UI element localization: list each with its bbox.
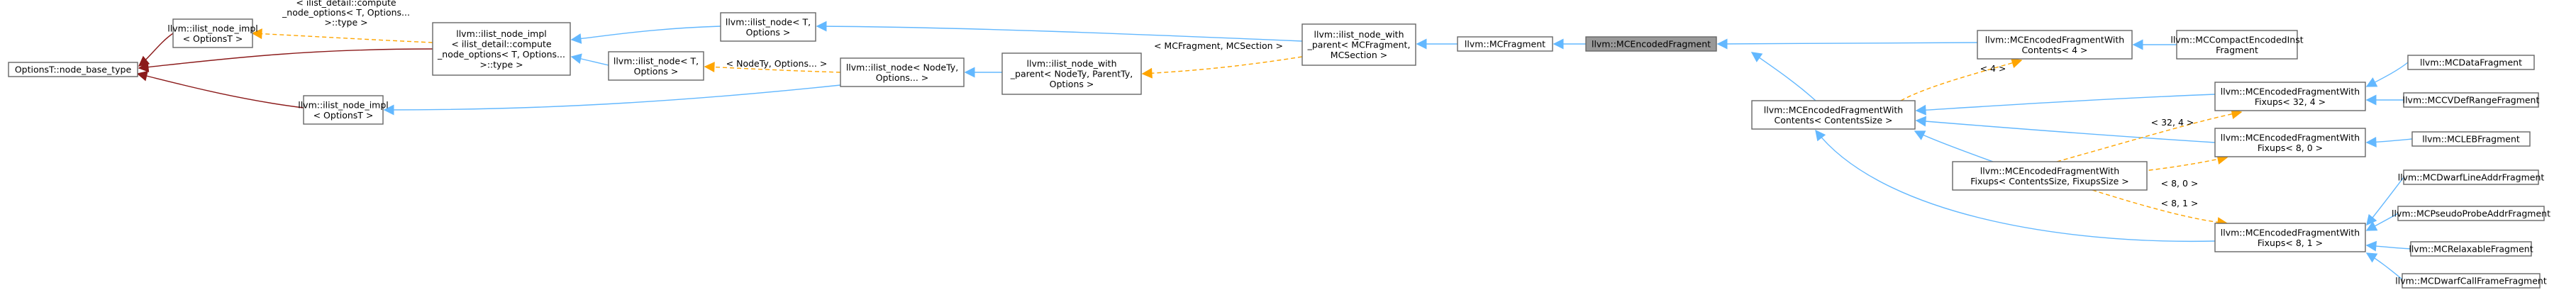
edge-label-size-4: < 4 > xyxy=(1980,63,2006,74)
class-node-mcencodedfragmentwithfixups-8-1[interactable]: llvm::MCEncodedFragmentWith Fixups< 8, 1 … xyxy=(2214,223,2366,252)
class-node-ilist-node-nodety-options[interactable]: llvm::ilist_node< NodeTy, Options... > xyxy=(840,57,965,87)
class-node-ilist-node-impl-optionsT-b[interactable]: llvm::ilist_node_impl < OptionsT > xyxy=(298,95,389,125)
class-node-label: llvm::ilist_node_with _parent< NodeTy, Pa… xyxy=(1010,58,1133,89)
edge-label-mcfragment-mcsection: < MCFragment, MCSection > xyxy=(1154,40,1283,51)
edge-leb-to-fixups80 xyxy=(2367,139,2413,143)
edge-label-compute-type: < ilist_detail::compute _node_options< T,… xyxy=(282,0,410,28)
edge-with-parent-mcfragment-to-ilist-node xyxy=(817,26,1303,42)
class-node-label: llvm::MCEncodedFragment xyxy=(1592,39,1711,50)
class-node-mccvdefrangefragment[interactable]: llvm::MCCVDefRangeFragment xyxy=(2403,92,2540,108)
edge-labels-layer: < ilist_detail::compute _node_options< T,… xyxy=(282,0,2198,208)
class-node-label: llvm::MCCompactEncodedInst Fragment xyxy=(2170,34,2303,55)
class-node-label: llvm::MCDwarfLineAddrFragment xyxy=(2398,172,2545,183)
class-node-label: llvm::MCEncodedFragmentWith Fixups< 8, 0 … xyxy=(2221,132,2360,153)
edge-contents4-to-mcencoded xyxy=(1718,43,1978,44)
class-node-label: llvm::ilist_node< T, Options > xyxy=(614,55,699,77)
class-node-optionsT-node-base-type[interactable]: OptionsT::node_base_type xyxy=(8,62,138,77)
class-node-label: llvm::MCDataFragment xyxy=(2420,57,2522,68)
class-node-label: llvm::MCFragment xyxy=(1465,39,1545,50)
edge-label-size-8-0: < 8, 0 > xyxy=(2161,178,2199,189)
class-node-mcencodedfragmentwithcontents-4[interactable]: llvm::MCEncodedFragmentWith Contents< 4 > xyxy=(1977,30,2133,60)
nodes-layer: OptionsT::node_base_typellvm::ilist_node… xyxy=(8,12,2550,289)
class-node-label: llvm::ilist_node< NodeTy, Options... > xyxy=(846,62,958,83)
edge-ilist-node-T-top-to-impl xyxy=(572,26,721,40)
class-node-mcfragment[interactable]: llvm::MCFragment xyxy=(1457,36,1553,52)
edge-ilist-node-T-mid-to-impl xyxy=(572,57,609,66)
class-node-mcencodedfragmentwithfixups-8-0[interactable]: llvm::MCEncodedFragmentWith Fixups< 8, 0 … xyxy=(2214,128,2366,157)
edge-contents-generic-to-mcencoded xyxy=(1752,52,1816,101)
class-node-ilist-node-with-parent-mcfragment[interactable]: llvm::ilist_node_with _parent< MCFragment… xyxy=(1301,23,1416,66)
edge-ilist-node-impl-b-to-base xyxy=(138,74,304,108)
edge-data-to-fixups32 xyxy=(2367,62,2409,87)
class-node-label: llvm::MCEncodedFragmentWith Contents< Con… xyxy=(1764,104,1903,126)
edge-fixups32-to-contents xyxy=(1916,94,2216,111)
class-node-label: llvm::MCEncodedFragmentWith Fixups< 32, 4… xyxy=(2221,86,2360,107)
edge-fixups-generic-to-contents xyxy=(1915,131,1994,162)
class-node-label: llvm::MCCVDefRangeFragment xyxy=(2403,95,2540,106)
edge-label-size-8-1: < 8, 1 > xyxy=(2161,198,2199,208)
class-node-label: llvm::ilist_node_impl < ilist_detail::com… xyxy=(437,28,565,70)
class-node-mcdwarflineaddrfragment[interactable]: llvm::MCDwarfLineAddrFragment xyxy=(2398,169,2545,185)
class-node-label: llvm::MCEncodedFragmentWith Contents< 4 > xyxy=(1985,34,2124,55)
edge-relaxable-to-fixups81 xyxy=(2367,245,2411,249)
class-node-label: llvm::MCRelaxableFragment xyxy=(2409,244,2533,255)
edge-ilist-node-nodety-to-impl-b xyxy=(384,84,841,110)
edge-pseudoprobe-to-fixups81 xyxy=(2367,213,2399,230)
class-node-mcencodedfragment[interactable]: llvm::MCEncodedFragment xyxy=(1585,36,1717,52)
class-node-label: OptionsT::node_base_type xyxy=(15,65,132,75)
class-node-mcrelaxablefragment[interactable]: llvm::MCRelaxableFragment xyxy=(2409,241,2533,257)
class-node-label: llvm::ilist_node_impl < OptionsT > xyxy=(298,99,389,121)
edge-template-compute xyxy=(252,33,433,43)
class-node-label: llvm::ilist_node_impl < OptionsT > xyxy=(167,23,258,44)
class-node-ilist-node-impl-optionsT-a[interactable]: llvm::ilist_node_impl < OptionsT > xyxy=(167,18,258,48)
class-node-label: llvm::MCLEBFragment xyxy=(2422,134,2520,145)
edge-template-nodety-options xyxy=(705,67,841,73)
class-node-ilist-node-T-options-mid[interactable]: llvm::ilist_node< T, Options > xyxy=(608,51,704,81)
class-node-label: llvm::MCDwarfCallFrameFragment xyxy=(2395,276,2547,286)
class-node-mcencodedfragmentwithfixups-generic[interactable]: llvm::MCEncodedFragmentWith Fixups< Conte… xyxy=(1952,161,2148,191)
edge-ilist-node-impl-a-to-base xyxy=(139,33,174,66)
class-node-mcdwarfcallframefragment[interactable]: llvm::MCDwarfCallFrameFragment xyxy=(2395,273,2547,289)
class-node-label: llvm::MCEncodedFragmentWith Fixups< Conte… xyxy=(1970,165,2128,186)
edge-template-size8-1 xyxy=(2092,189,2227,223)
class-node-mcencodedfragmentwithfixups-32-4[interactable]: llvm::MCEncodedFragmentWith Fixups< 32, 4… xyxy=(2214,82,2366,111)
edge-label-size-32-4: < 32, 4 > xyxy=(2151,117,2194,128)
class-node-mcdatafragment[interactable]: llvm::MCDataFragment xyxy=(2407,55,2535,70)
edge-fixups81-to-contents xyxy=(1816,130,2216,242)
class-node-label: llvm::MCEncodedFragmentWith Fixups< 8, 1 … xyxy=(2221,227,2360,248)
class-node-label: llvm::ilist_node< T, Options > xyxy=(726,16,811,38)
edge-dwarfline-to-fixups81 xyxy=(2367,177,2404,225)
edge-label-nodety-options: < NodeTy, Options... > xyxy=(726,58,828,69)
class-node-mclebfragment[interactable]: llvm::MCLEBFragment xyxy=(2411,131,2531,147)
class-node-label: llvm::MCPseudoProbeAddrFragment xyxy=(2392,208,2550,219)
class-node-ilist-node-with-parent-generic[interactable]: llvm::ilist_node_with _parent< NodeTy, Pa… xyxy=(1001,52,1142,95)
edge-template-size32-4 xyxy=(2056,112,2241,162)
edge-fixups80-to-contents xyxy=(1916,121,2216,143)
class-node-label: llvm::ilist_node_with _parent< MCFragment… xyxy=(1307,29,1411,60)
class-node-mcpseudoprobeaddrfragment[interactable]: llvm::MCPseudoProbeAddrFragment xyxy=(2392,206,2550,221)
class-node-mcencodedfragmentwithcontents-generic[interactable]: llvm::MCEncodedFragmentWith Contents< Con… xyxy=(1751,100,1916,130)
class-node-mccompactencodedinstfragment[interactable]: llvm::MCCompactEncodedInst Fragment xyxy=(2170,30,2304,60)
class-node-ilist-node-T-options-top[interactable]: llvm::ilist_node< T, Options > xyxy=(720,12,816,42)
edge-ilist-node-impl-compute-to-base xyxy=(139,48,433,68)
edge-template-mcfragment-mcsection xyxy=(1143,56,1303,74)
edge-dwarfcallframe-to-fixups81 xyxy=(2367,253,2403,280)
class-node-ilist-node-impl-compute[interactable]: llvm::ilist_node_impl < ilist_detail::com… xyxy=(432,22,571,76)
